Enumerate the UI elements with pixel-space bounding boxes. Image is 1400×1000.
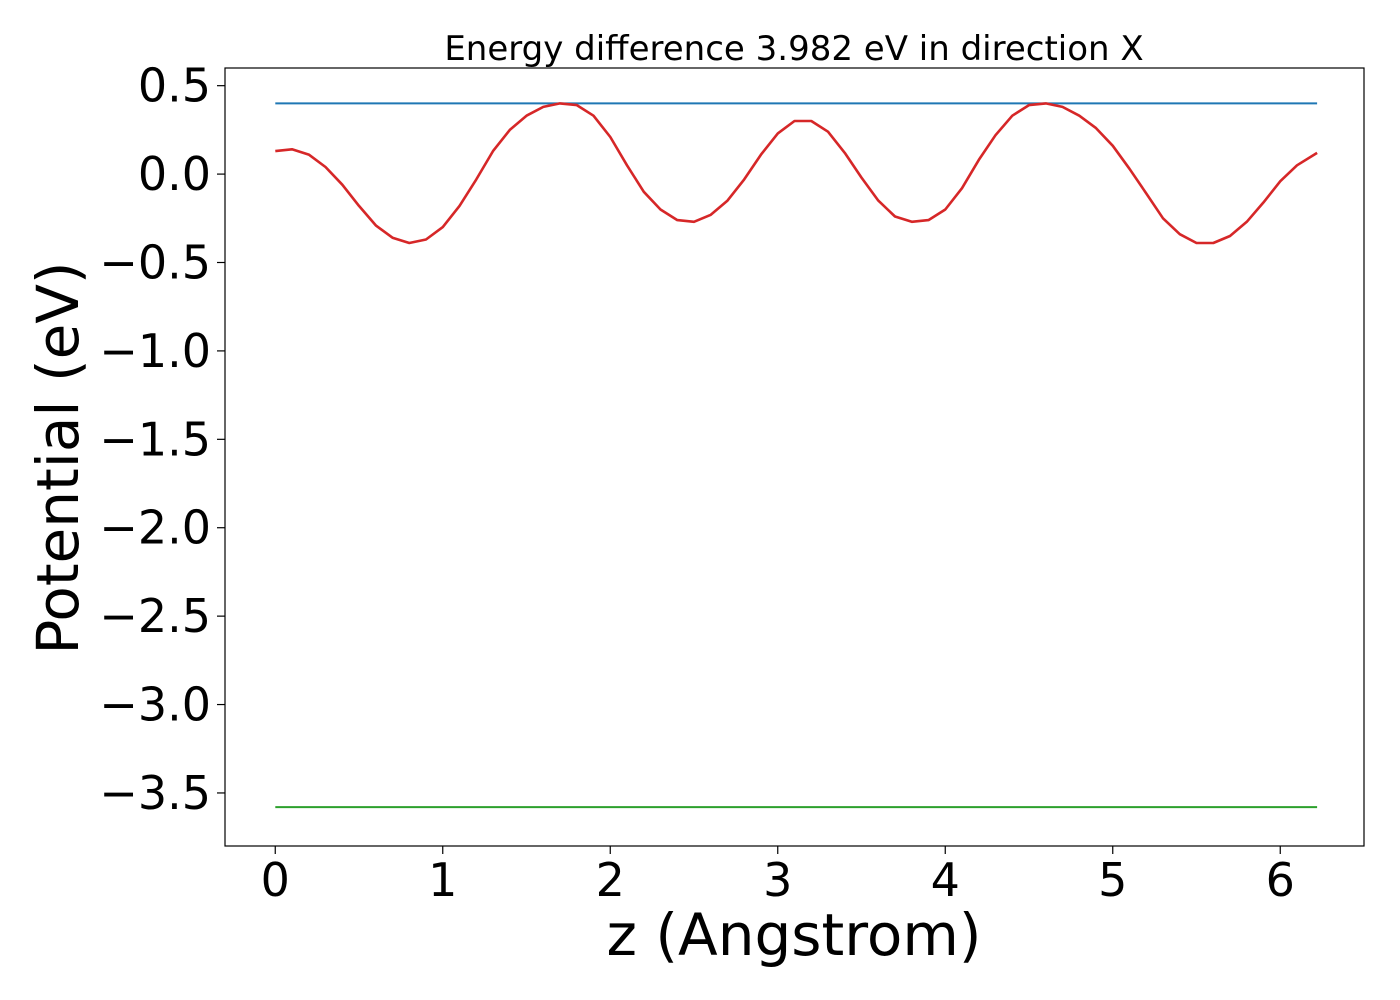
plot-frame bbox=[224, 67, 1365, 847]
y-tick-label: −1.5 bbox=[99, 412, 211, 466]
x-tick-label: 1 bbox=[428, 853, 457, 907]
plot-area bbox=[224, 67, 1365, 847]
x-tick-label: 2 bbox=[596, 853, 625, 907]
y-axis-label: Potential (eV) bbox=[24, 261, 92, 654]
y-tick-label: −2.0 bbox=[99, 501, 211, 555]
x-tick-label: 3 bbox=[763, 853, 792, 907]
x-axis-ticks: 0 1 2 3 4 5 6 bbox=[261, 846, 1295, 907]
y-tick-label: −2.5 bbox=[99, 589, 211, 643]
x-tick-label: 5 bbox=[1098, 853, 1127, 907]
series-line-2 bbox=[275, 102, 1318, 245]
x-tick-label: 0 bbox=[261, 853, 290, 907]
y-tick-label: 0.0 bbox=[138, 147, 211, 201]
x-axis-label: z (Angstrom) bbox=[607, 901, 982, 969]
x-tick-label: 6 bbox=[1266, 853, 1295, 907]
chart-title: Energy difference 3.982 eV in direction … bbox=[444, 29, 1143, 69]
y-tick-label: −3.5 bbox=[99, 766, 211, 820]
y-tick-label: −0.5 bbox=[99, 236, 211, 290]
y-axis-ticks: 0.5 0.0 −0.5 −1.0 −1.5 −2.0 −2.5 −3.0 −3.5 bbox=[99, 59, 225, 820]
y-tick-label: −3.0 bbox=[99, 678, 211, 732]
y-tick-label: −1.0 bbox=[99, 324, 211, 378]
y-tick-label: 0.5 bbox=[138, 59, 211, 113]
x-tick-label: 4 bbox=[931, 853, 960, 907]
